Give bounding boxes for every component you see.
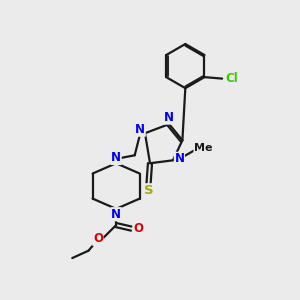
- Text: N: N: [174, 152, 184, 165]
- Text: Cl: Cl: [225, 72, 238, 85]
- Text: N: N: [111, 152, 121, 164]
- Text: O: O: [93, 232, 103, 245]
- Text: S: S: [144, 184, 153, 197]
- Text: N: N: [135, 123, 145, 136]
- Text: Me: Me: [194, 142, 212, 153]
- Text: O: O: [133, 221, 143, 235]
- Text: N: N: [111, 208, 121, 221]
- Text: N: N: [164, 111, 174, 124]
